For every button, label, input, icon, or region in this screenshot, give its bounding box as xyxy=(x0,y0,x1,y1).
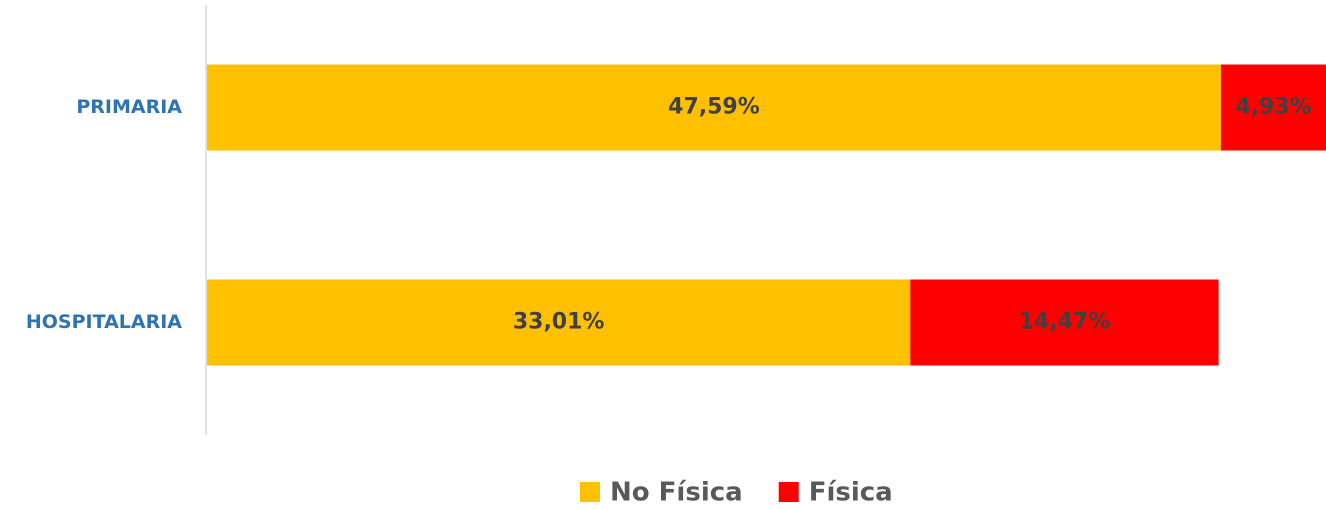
data-label: 47,59% xyxy=(668,95,760,120)
data-label: 4,93% xyxy=(1235,95,1311,120)
legend-label: No Física xyxy=(610,478,743,508)
legend-swatch xyxy=(580,482,600,502)
bar-segment xyxy=(910,279,1219,366)
bar-segment xyxy=(207,279,911,366)
data-label: 33,01% xyxy=(513,310,605,335)
bar-segment xyxy=(1220,64,1326,151)
legend-swatch xyxy=(778,482,799,502)
bar-segment xyxy=(207,64,1221,151)
category-label: HOSPITALARIA xyxy=(26,311,182,333)
data-label: 14,47% xyxy=(1019,310,1111,335)
legend-label: Física xyxy=(809,478,893,508)
category-label: PRIMARIA xyxy=(76,96,182,118)
